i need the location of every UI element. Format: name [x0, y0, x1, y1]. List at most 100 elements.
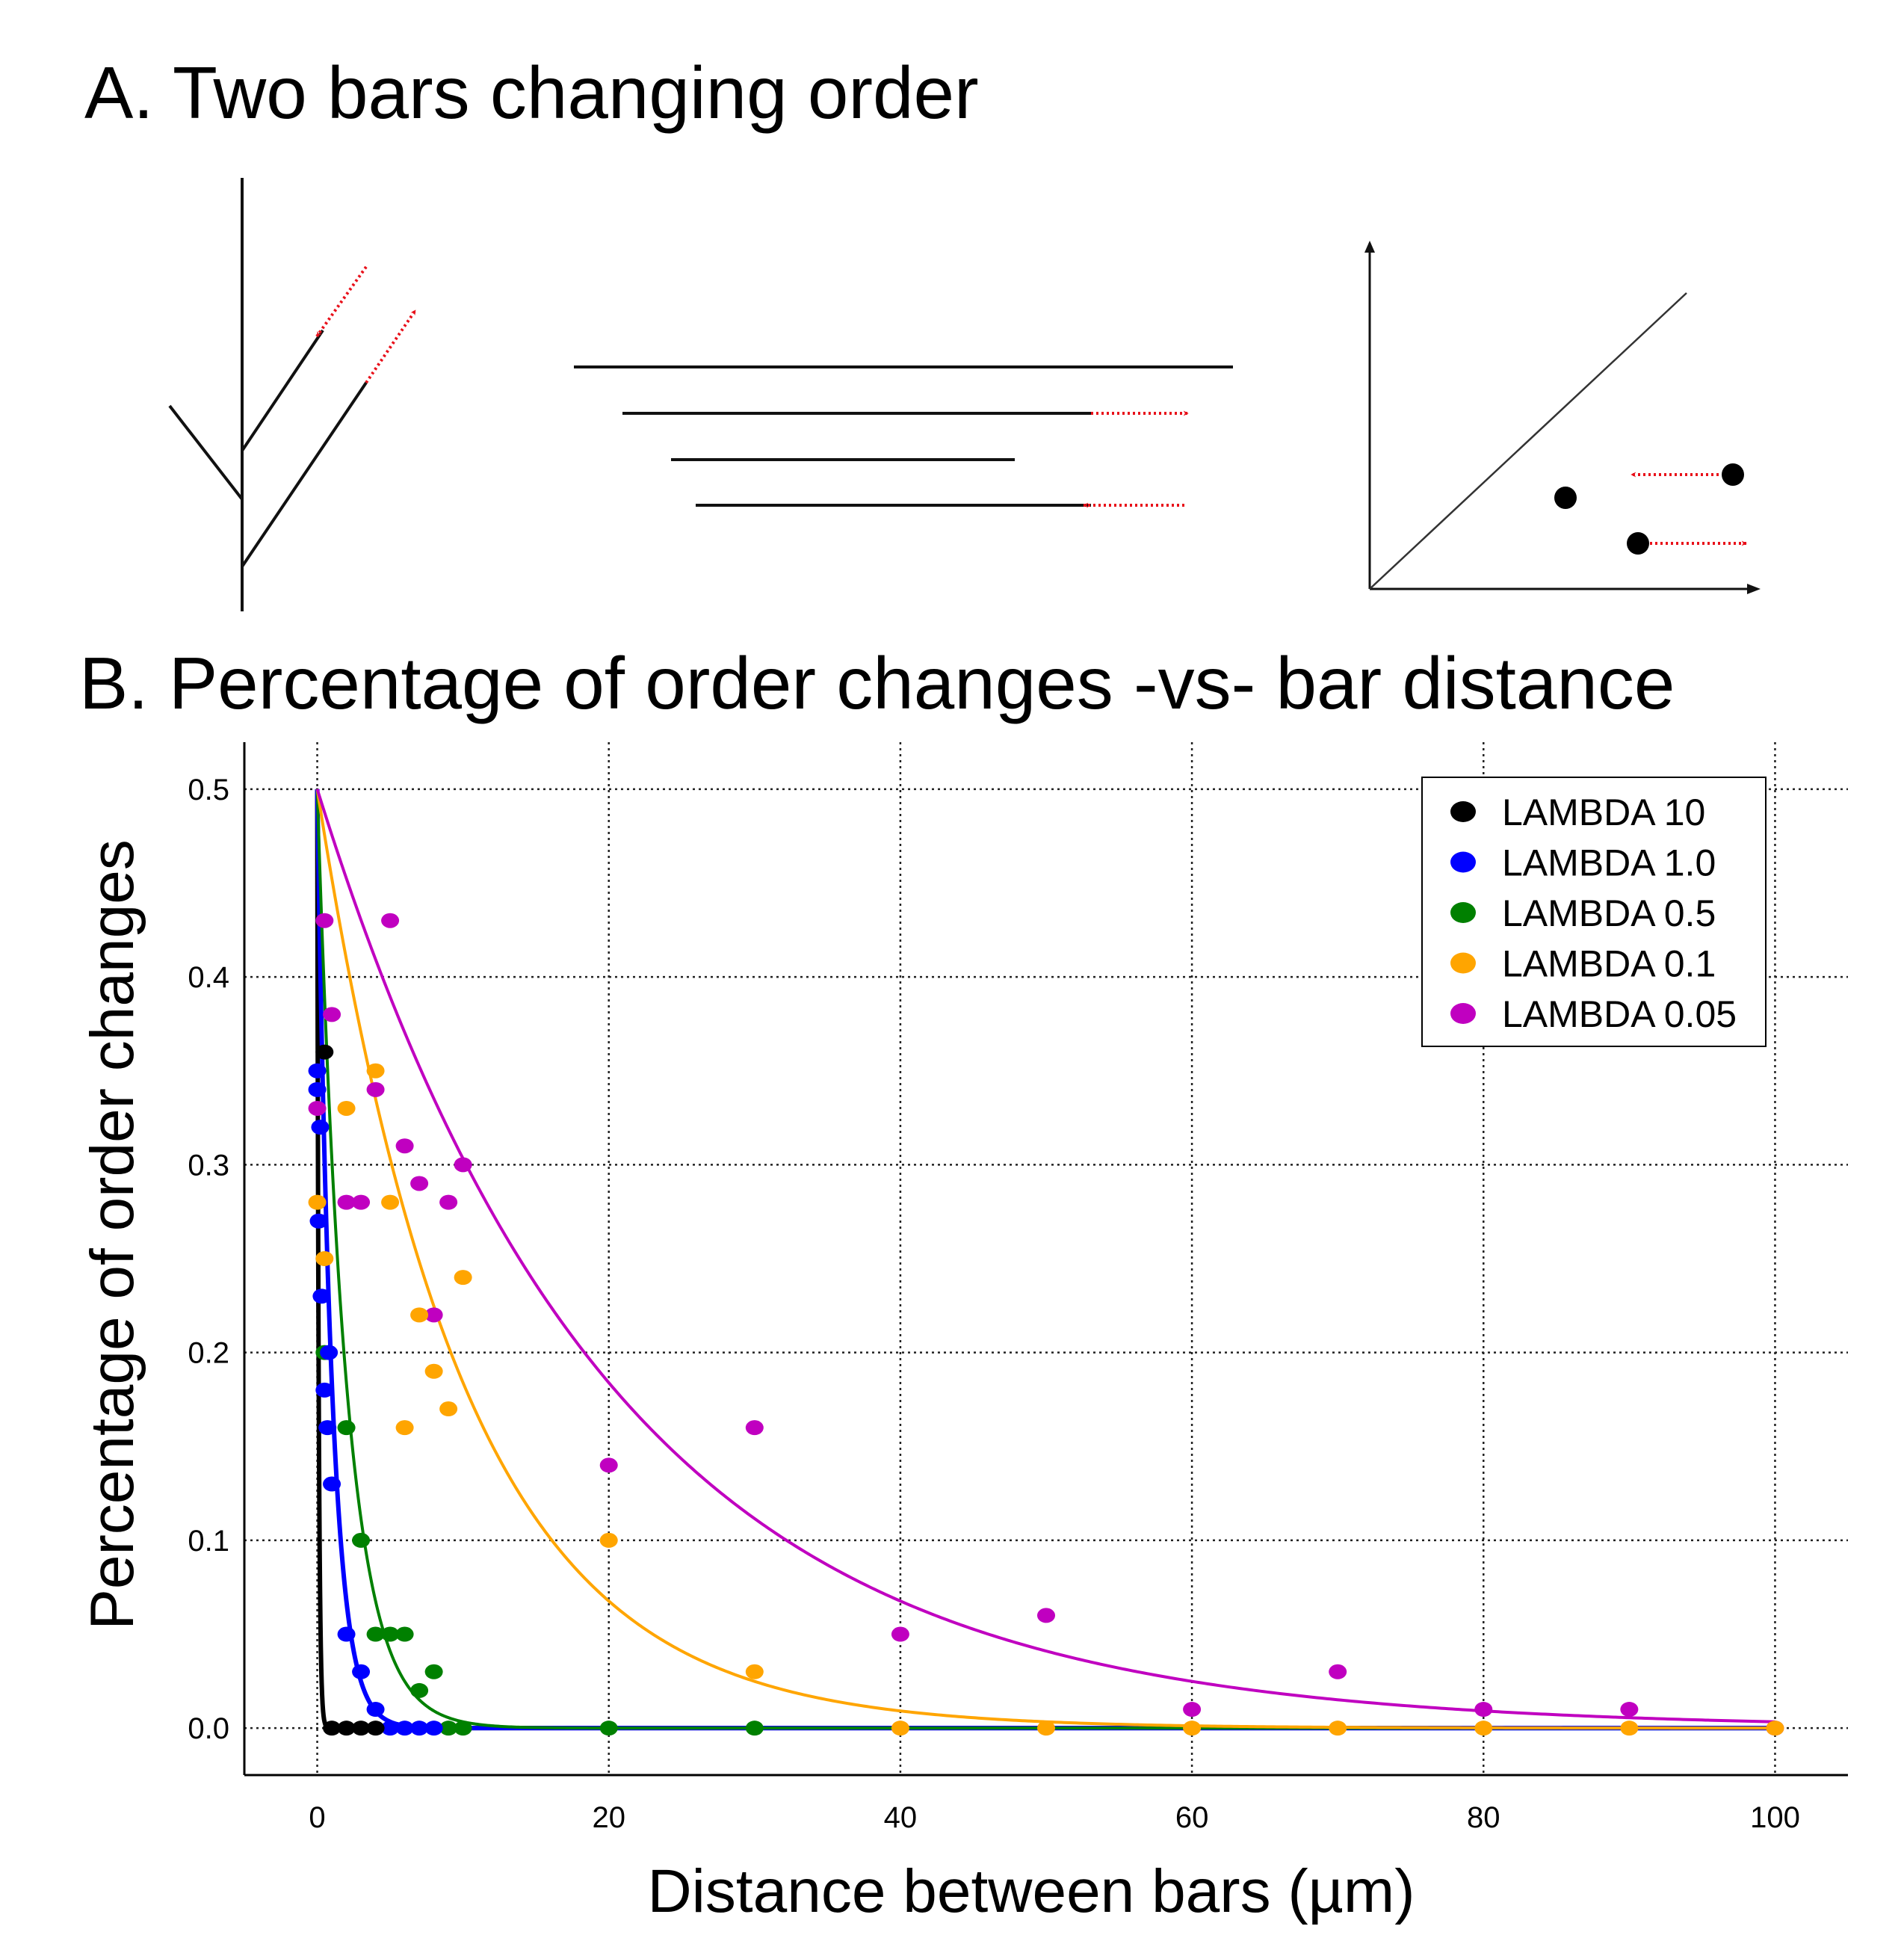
pd-x-axis-arrowhead [1747, 584, 1761, 594]
data-point [410, 1721, 429, 1736]
data-point [410, 1682, 429, 1698]
data-point [424, 1363, 443, 1379]
pd-diagonal [1369, 292, 1687, 590]
data-point [366, 1702, 385, 1718]
data-point [599, 1532, 618, 1548]
data-point [381, 1194, 400, 1210]
data-point [366, 1721, 385, 1736]
data-point [337, 1626, 356, 1642]
chart-legend: LAMBDA 10 LAMBDA 1.0 LAMBDA 0.5 LAMBDA 0.1 L… [1421, 777, 1767, 1047]
persistence-diagram [1364, 241, 1761, 594]
data-point [323, 1721, 341, 1736]
legend-marker [1450, 851, 1476, 873]
data-point [337, 1721, 356, 1736]
data-point [315, 1251, 334, 1266]
data-point [439, 1401, 458, 1417]
data-point [1329, 1664, 1347, 1679]
data-point [352, 1721, 371, 1736]
fit-curve [315, 789, 1775, 1724]
data-point [1183, 1702, 1202, 1718]
data-point [1037, 1608, 1055, 1623]
data-point [318, 1420, 337, 1436]
data-point [337, 1194, 356, 1210]
data-point [309, 1213, 328, 1229]
legend-label: LAMBDA 0.5 [1502, 892, 1716, 934]
data-point [352, 1532, 371, 1548]
legend-label: LAMBDA 0.1 [1502, 943, 1716, 985]
data-point [366, 1626, 385, 1642]
panel-a-title: A. Two bars changing order [84, 52, 979, 134]
scatter-chart: 0 20 40 60 80 100 0.0 0.1 0.2 0.3 0.4 0.5 LAMBDA 10… [78, 742, 1848, 1925]
data-point [352, 1194, 371, 1210]
data-point [1474, 1721, 1493, 1736]
legend-marker [1450, 1003, 1476, 1024]
data-point [311, 1120, 330, 1135]
y-tick-label: 0.1 [188, 1525, 229, 1558]
legend-label: LAMBDA 10 [1502, 791, 1705, 833]
tree-diagram [168, 178, 368, 611]
data-point [439, 1194, 458, 1210]
chart-axis-labels: Distance between bars (µm) Percentage of … [78, 839, 1415, 1925]
data-point [1037, 1721, 1055, 1736]
chart-axes [243, 742, 1848, 1777]
legend-marker [1450, 952, 1476, 974]
data-point [454, 1270, 472, 1286]
data-point [410, 1307, 429, 1323]
x-tick-label: 60 [1175, 1801, 1209, 1834]
data-point [745, 1420, 764, 1436]
y-tick-label: 0.5 [188, 774, 229, 806]
data-point [454, 1721, 472, 1736]
data-point [381, 1626, 400, 1642]
x-tick-label: 20 [592, 1801, 625, 1834]
data-point [308, 1063, 327, 1078]
data-point [424, 1307, 443, 1323]
data-point [891, 1721, 909, 1736]
y-tick-label: 0.3 [188, 1149, 229, 1182]
data-point [337, 1100, 356, 1116]
barcode-arrows [1083, 410, 1189, 508]
legend-marker [1450, 902, 1476, 923]
data-point [1474, 1702, 1493, 1718]
fit-curve [315, 789, 1775, 1730]
data-point [410, 1176, 429, 1191]
y-tick-label: 0.0 [188, 1712, 229, 1745]
legend-box [1421, 777, 1767, 1047]
data-point [366, 1063, 385, 1078]
tree-arrow-shrink [315, 265, 368, 338]
data-point [891, 1626, 909, 1642]
barcode-diagram [574, 365, 1233, 507]
x-tick-label: 0 [309, 1801, 325, 1834]
data-point [395, 1420, 414, 1436]
data-point [454, 1157, 472, 1173]
data-point [323, 1007, 341, 1022]
tree-branch-upper [241, 329, 324, 452]
tree-branch-left [168, 404, 244, 501]
data-point [381, 913, 400, 928]
tree-arrow-grow [365, 309, 417, 384]
data-point [395, 1721, 414, 1736]
pd-point-2 [1554, 487, 1577, 509]
data-point [315, 1044, 334, 1060]
x-tick-label: 80 [1467, 1801, 1500, 1834]
data-point [1183, 1721, 1202, 1736]
x-tick-label: 40 [884, 1801, 918, 1834]
chart-points [308, 913, 1784, 1736]
data-point [1620, 1721, 1639, 1736]
data-point [308, 1194, 327, 1210]
tree-branch-lower [241, 381, 368, 568]
pd-y-axis-arrowhead [1364, 241, 1375, 253]
data-point [439, 1721, 458, 1736]
legend-label: LAMBDA 0.05 [1502, 993, 1737, 1035]
tree-arrows [315, 265, 417, 384]
data-point [337, 1420, 356, 1436]
panel-b-title: B. Percentage of order changes -vs- bar … [79, 642, 1675, 724]
data-point [424, 1721, 443, 1736]
data-point [315, 913, 334, 928]
data-point [366, 1081, 385, 1097]
data-point [395, 1626, 414, 1642]
data-point [1329, 1721, 1347, 1736]
data-point [745, 1721, 764, 1736]
y-tick-label: 0.4 [188, 961, 229, 994]
data-point [395, 1138, 414, 1154]
